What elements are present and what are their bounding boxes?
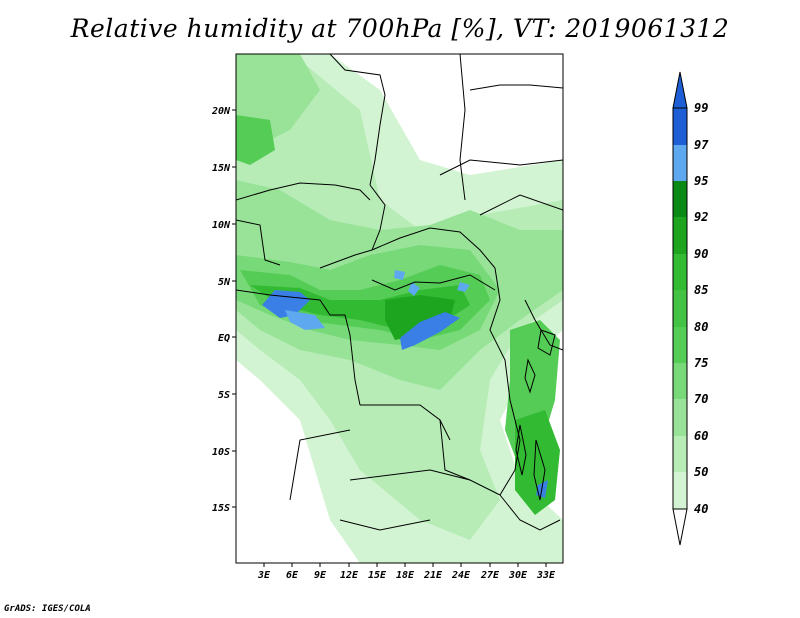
grads-credit: GrADS: IGES/COLA bbox=[4, 604, 91, 614]
colorbar-swatch-90 bbox=[673, 254, 687, 290]
lat-label-5s: 5S bbox=[218, 390, 230, 401]
colorbar-label-85: 85 bbox=[694, 283, 708, 297]
country-borders bbox=[236, 54, 563, 531]
lat-label-15s: 15S bbox=[212, 503, 230, 514]
colorbar-label-80: 80 bbox=[694, 320, 708, 334]
lon-label-27e: 27E bbox=[480, 570, 500, 581]
map-title: Relative humidity at 700hPa [%], VT: 201… bbox=[70, 14, 730, 43]
colorbar-swatch-70 bbox=[673, 399, 687, 436]
lon-label-30e: 30E bbox=[508, 570, 528, 581]
lon-label-18e: 18E bbox=[396, 570, 415, 581]
lat-label-10n: 10N bbox=[212, 220, 231, 231]
lat-label-15n: 15N bbox=[212, 163, 231, 174]
colorbar-label-75: 75 bbox=[694, 356, 708, 370]
map-frame-border bbox=[235, 53, 564, 564]
colorbar-label-40: 40 bbox=[694, 502, 708, 516]
colorbar-swatch-50 bbox=[673, 472, 687, 509]
colorbar-label-92: 92 bbox=[694, 210, 708, 224]
colorbar-label-99: 99 bbox=[694, 101, 708, 115]
lat-label-20n: 20N bbox=[211, 106, 231, 117]
colorbar-label-95: 95 bbox=[694, 174, 708, 188]
map-plot-area bbox=[236, 54, 563, 563]
colorbar-swatch-97 bbox=[673, 145, 687, 181]
colorbar-swatch-75 bbox=[673, 363, 687, 399]
colorbar-bottom-arrow bbox=[672, 508, 688, 546]
lon-label-15e: 15E bbox=[368, 570, 387, 581]
lon-label-9e: 9E bbox=[314, 570, 327, 581]
longitude-axis: 3E 6E 9E 12E 15E 18E 21E 24E 27E 30E 33E bbox=[257, 563, 556, 581]
colorbar: 99 97 95 92 90 85 80 75 70 60 50 40 bbox=[672, 71, 709, 546]
colorbar-label-60: 60 bbox=[694, 429, 708, 443]
lon-label-3e: 3E bbox=[257, 570, 271, 581]
lon-label-6e: 6E bbox=[286, 570, 299, 581]
lat-label-eq: EQ bbox=[218, 333, 230, 344]
colorbar-label-97: 97 bbox=[694, 138, 709, 152]
colorbar-swatch-60 bbox=[673, 436, 687, 472]
lon-label-24e: 24E bbox=[451, 570, 471, 581]
lon-label-33e: 33E bbox=[536, 570, 556, 581]
colorbar-label-70: 70 bbox=[694, 392, 708, 406]
colorbar-swatch-80 bbox=[673, 327, 687, 363]
colorbar-swatch-85 bbox=[673, 290, 687, 327]
colorbar-label-90: 90 bbox=[694, 247, 708, 261]
colorbar-label-50: 50 bbox=[694, 465, 708, 479]
colorbar-top-arrow bbox=[672, 71, 688, 109]
lat-label-10s: 10S bbox=[212, 447, 230, 458]
lat-label-5n: 5N bbox=[218, 277, 231, 288]
colorbar-swatch-95 bbox=[673, 181, 687, 217]
lon-label-12e: 12E bbox=[340, 570, 359, 581]
colorbar-swatch-99 bbox=[673, 108, 687, 145]
latitude-axis: 20N 15N 10N 5N EQ 5S 10S 15S bbox=[211, 106, 236, 514]
colorbar-swatch-92 bbox=[673, 217, 687, 254]
lakes bbox=[515, 329, 556, 501]
lon-label-21e: 21E bbox=[423, 570, 443, 581]
